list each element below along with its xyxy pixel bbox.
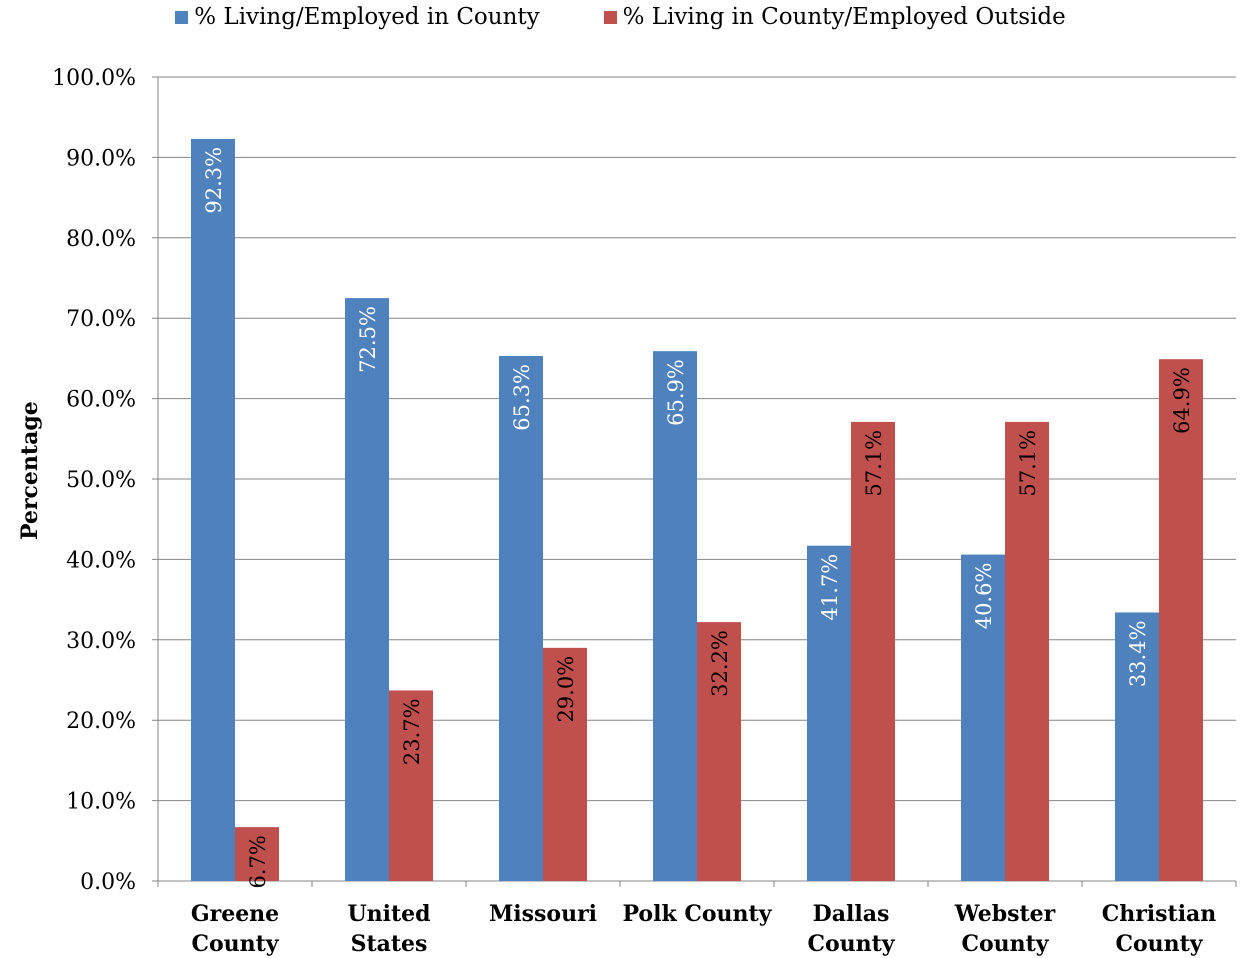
x-category-label: Polk County [622,901,772,927]
x-category-label: County [1115,931,1203,957]
legend-label-series-1: % Living/Employed in County [194,4,540,30]
y-tick-label: 80.0% [66,227,136,252]
legend-label-series-2: % Living in County/Employed Outside [622,4,1066,30]
data-label: 57.1% [862,430,886,497]
bar-living-employed [653,351,697,881]
bar-living-employed [961,554,1005,881]
y-tick-label: 50.0% [66,468,136,493]
data-label: 72.5% [356,306,380,373]
x-category-label: Missouri [489,901,597,927]
x-category-label: Dallas [813,901,890,927]
bar-employed-outside [235,827,279,881]
x-category-label: United [347,901,430,927]
bar-employed-outside [1005,421,1049,881]
bar-living-employed [1115,612,1159,881]
legend-swatch-series-1 [175,10,189,24]
bar-living-employed [807,545,851,881]
chart-legend: % Living/Employed in County % Living in … [0,4,1241,30]
bar-employed-outside [851,421,895,881]
data-label: 23.7% [400,698,424,765]
x-category-label: Webster [954,901,1056,927]
bar-living-employed [345,298,389,882]
x-category-label: Christian [1102,901,1217,927]
data-label: 29.0% [554,656,578,723]
y-tick-label: 10.0% [66,790,136,815]
data-label: 65.9% [664,359,688,426]
bar-employed-outside [1159,359,1203,882]
y-tick-label: 20.0% [66,709,136,734]
bar-living-employed [191,138,235,881]
data-label: 64.9% [1170,367,1194,434]
y-tick-label: 100.0% [52,66,136,91]
x-category-label: County [807,931,895,957]
bar-employed-outside [543,647,587,881]
bar-living-employed [499,355,543,881]
data-label: 33.4% [1126,620,1150,687]
y-tick-label: 70.0% [66,307,136,332]
y-tick-label: 60.0% [66,388,136,413]
legend-swatch-series-2 [603,10,617,24]
data-label: 92.3% [202,147,226,214]
legend-item-series-2: % Living in County/Employed Outside [603,4,1066,30]
data-label: 65.3% [510,364,534,431]
data-label: 32.2% [708,630,732,697]
legend-item-series-1: % Living/Employed in County [175,4,540,30]
y-tick-label: 90.0% [66,146,136,171]
x-category-label: Greene [191,901,279,927]
x-category-label: County [191,931,279,957]
y-tick-label: 0.0% [80,870,136,895]
data-label: 41.7% [818,554,842,621]
x-category-label: States [351,931,428,957]
bar-employed-outside [697,622,741,881]
bar-employed-outside [389,690,433,881]
data-label: 6.7% [246,835,270,888]
y-tick-label: 40.0% [66,548,136,573]
data-label: 40.6% [972,563,996,630]
y-tick-label: 30.0% [66,629,136,654]
data-label: 57.1% [1016,430,1040,497]
x-category-label: County [961,931,1049,957]
